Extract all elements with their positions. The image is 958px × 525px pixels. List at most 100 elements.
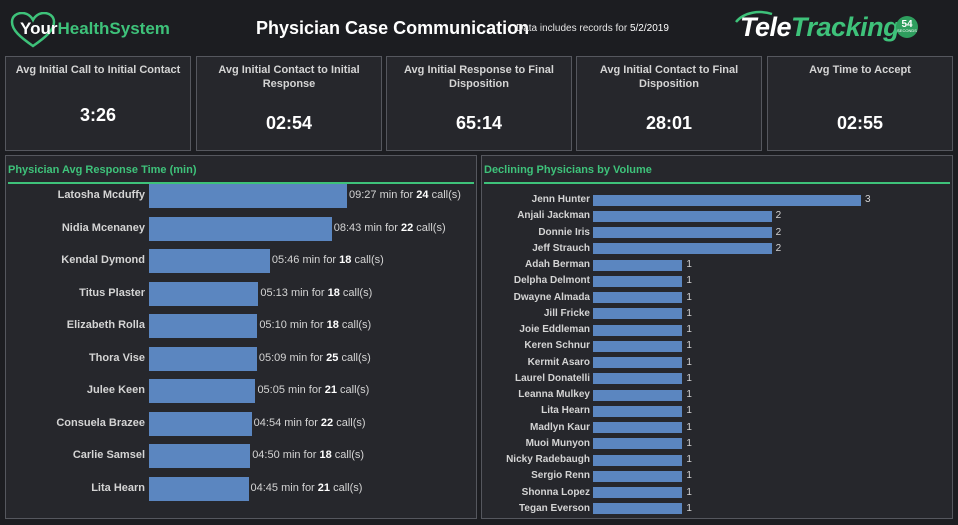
dashboard-header: YourHealthSystem Physician Case Communic… — [0, 0, 958, 56]
physician-name: Jenn Hunter — [531, 194, 590, 205]
physician-name: Sergio Renn — [531, 470, 590, 482]
time-value: 09:27 — [349, 189, 377, 201]
time-value: 04:50 — [252, 449, 280, 461]
label-text: call(s) — [339, 286, 373, 299]
bar — [593, 308, 683, 320]
bar-value-label: 1 — [686, 356, 692, 368]
bar-value-label: 1 — [686, 470, 692, 482]
kpi-card-contact-to-disposition: Avg Initial Contact to Final Disposition… — [576, 56, 762, 151]
bar — [593, 243, 772, 255]
bar-value-label: 04:45 min for 21 call(s) — [251, 482, 363, 494]
kpi-card-response-to-disposition: Avg Initial Response to Final Dispositio… — [386, 56, 572, 151]
physician-name: Donnie Iris — [538, 226, 590, 238]
physician-name: Laurel Donatelli — [514, 372, 590, 384]
bar-value-label: 08:43 min for 22 call(s) — [334, 222, 446, 234]
seconds-badge: 54 SECONDS — [896, 16, 918, 38]
physician-name: Muoi Munyon — [525, 437, 590, 449]
label-text: min for — [286, 319, 327, 331]
bar — [149, 411, 252, 436]
physician-name: Leanna Mulkey — [518, 389, 590, 400]
bar — [593, 487, 683, 498]
bar-value-label: 3 — [865, 194, 871, 205]
bar — [149, 444, 251, 468]
call-count: 18 — [339, 254, 352, 266]
kpi-card-call-to-contact: Avg Initial Call to Initial Contact 3:26 — [5, 56, 191, 151]
label-text: call(s) — [330, 481, 363, 494]
physician-name: Madlyn Kaur — [529, 421, 590, 433]
bar-value-label: 1 — [686, 502, 692, 514]
declining-physicians-panel: Declining Physicians by Volume Jenn Hunt… — [481, 155, 953, 519]
panel-title: Declining Physicians by Volume — [484, 164, 652, 176]
bar-value-label: 2 — [775, 210, 782, 222]
label-text: call(s) — [333, 416, 366, 429]
kpi-value: 65:14 — [455, 113, 503, 133]
time-value: 08:43 — [333, 221, 362, 234]
bar-value-label: 1 — [686, 275, 692, 287]
physician-name: Titus Plaster — [79, 286, 145, 299]
kpi-label: Avg Initial Contact to Final Disposition — [599, 64, 739, 90]
bar — [593, 422, 683, 433]
kpi-label: Avg Initial Contact to Initial Response — [218, 64, 360, 90]
bar-value-label: 1 — [686, 486, 692, 498]
physician-name: Julee Keen — [86, 384, 145, 396]
time-value: 05:09 — [258, 351, 287, 364]
label-text: call(s) — [338, 319, 372, 331]
call-count: 21 — [317, 481, 331, 494]
bar-value-label: 05:46 min for 18 call(s) — [272, 254, 384, 266]
physician-name: Latosha Mcduffy — [57, 189, 145, 201]
physician-name: Keren Schnur — [524, 340, 590, 352]
label-text: min for — [279, 449, 320, 461]
label-text: min for — [361, 221, 401, 234]
bar — [593, 357, 683, 368]
bar-value-label: 1 — [686, 291, 692, 303]
kpi-value: 28:01 — [645, 113, 693, 133]
physician-name: Jill Fricke — [543, 307, 590, 319]
physician-name: Lita Hearn — [91, 481, 145, 494]
bar — [593, 373, 683, 385]
label-text: call(s) — [428, 189, 461, 201]
bar-value-label: 05:10 min for 18 call(s) — [259, 319, 371, 331]
time-value: 05:10 — [259, 319, 287, 331]
call-count: 22 — [320, 416, 334, 429]
bar — [593, 259, 683, 271]
time-value: 05:13 — [260, 286, 288, 299]
physician-name: Nicky Radebaugh — [506, 454, 590, 465]
label-text: call(s) — [331, 449, 365, 461]
bar — [593, 275, 683, 287]
bar-value-label: 04:54 min for 22 call(s) — [254, 417, 366, 429]
page-title: Physician Case Communication — [256, 18, 530, 38]
bar — [593, 454, 683, 466]
panel-title: Physician Avg Response Time (min) — [8, 164, 197, 176]
bar — [593, 470, 683, 482]
bar — [593, 210, 772, 222]
yourhealthsystem-logo: YourHealthSystem — [10, 12, 170, 48]
label-text: call(s) — [351, 254, 384, 266]
physician-name: Kermit Asaro — [527, 356, 590, 368]
label-text: min for — [281, 416, 321, 429]
call-count: 25 — [326, 351, 339, 364]
panel-divider — [8, 182, 474, 184]
call-count: 24 — [416, 189, 429, 201]
bar-value-label: 2 — [775, 242, 782, 254]
kpi-label: Avg Time to Accept — [809, 64, 911, 76]
bar — [593, 340, 683, 352]
bar-value-label: 1 — [686, 405, 692, 417]
bar — [149, 184, 347, 208]
label-text: min for — [286, 351, 327, 364]
kpi-value: 3:26 — [79, 105, 117, 125]
bar — [593, 389, 683, 401]
bar — [593, 324, 683, 336]
label-text: call(s) — [413, 221, 446, 234]
time-value: 05:05 — [257, 384, 285, 396]
kpi-label: Avg Initial Response to Final Dispositio… — [404, 64, 554, 90]
call-count: 21 — [324, 384, 337, 396]
label-text: min for — [376, 189, 417, 201]
kpi-card-contact-to-response: Avg Initial Contact to Initial Response … — [196, 56, 382, 151]
response-time-panel: Physician Avg Response Time (min) Latosh… — [5, 155, 477, 519]
bar-value-label: 1 — [686, 389, 692, 400]
bar-value-label: 1 — [686, 454, 692, 465]
bar-value-label: 1 — [686, 307, 692, 319]
physician-name: Carlie Samsel — [72, 449, 145, 461]
bar — [593, 194, 861, 206]
label-text: min for — [284, 384, 325, 396]
